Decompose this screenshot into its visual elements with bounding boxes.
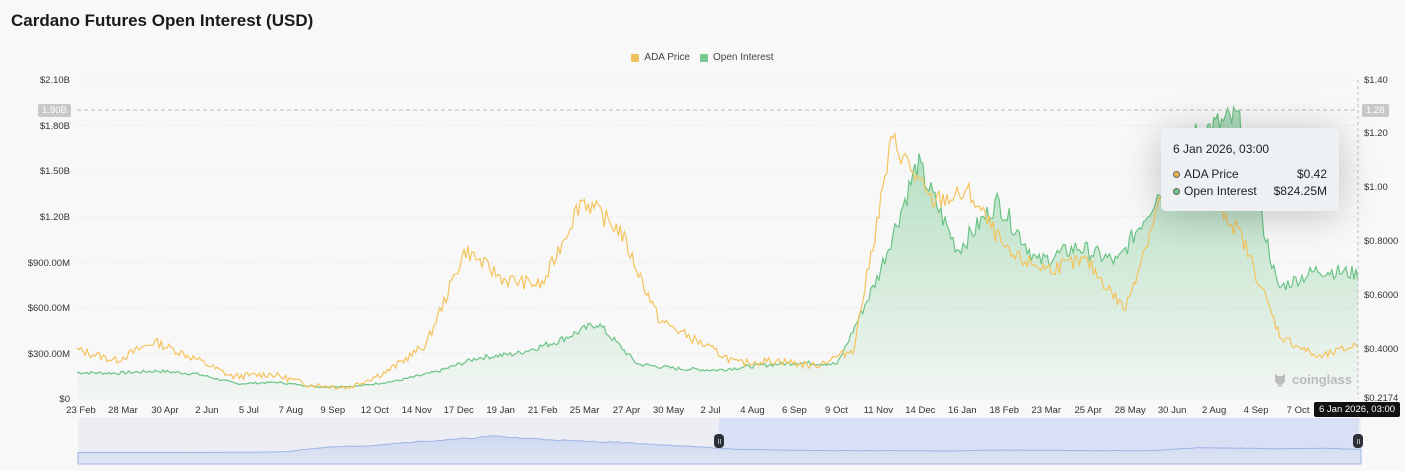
y-right-tick: $1.00 [1364, 182, 1388, 193]
legend: ADA Price Open Interest [0, 52, 1405, 63]
x-tick-label: 2 Jul [700, 405, 721, 416]
x-tick-label: 25 Mar [569, 405, 600, 416]
x-tick-label: 30 Apr [151, 405, 179, 416]
x-tick-label: 6 Sep [782, 405, 807, 416]
x-tick-label: 2 Jun [195, 405, 219, 416]
x-tick-label: 7 Oct [1286, 405, 1310, 416]
legend-item-ada-price[interactable]: ADA Price [631, 52, 690, 63]
y-left-tick: $0 [59, 394, 70, 405]
watermark-text: coinglass [1292, 371, 1352, 387]
tooltip-value: $824.25M [1273, 184, 1327, 198]
x-tick-label: 9 Oct [825, 405, 848, 416]
chart-title: Cardano Futures Open Interest (USD) [11, 11, 314, 30]
x-tick-label: 21 Feb [527, 405, 558, 416]
ada-price-dot-icon [1173, 170, 1180, 178]
tooltip-value: $0.42 [1296, 167, 1327, 181]
x-tick-label: 2 Aug [1201, 405, 1227, 416]
legend-item-open-interest[interactable]: Open Interest [699, 52, 774, 63]
y-right-tick: $0.8000 [1364, 236, 1399, 247]
y-left-tick: $1.50B [39, 166, 70, 177]
x-tick-label: 11 Nov [863, 405, 894, 416]
x-tick-label: 9 Sep [320, 405, 346, 416]
x-tick-label: 4 Aug [740, 405, 765, 416]
open-interest-line [76, 104, 1359, 389]
x-tick-label: 12 Oct [360, 405, 389, 416]
open-interest-swatch-icon [699, 53, 708, 62]
tooltip-row-ada-price: ADA Price $0.42 [1173, 167, 1327, 181]
y-right-tick: $0.2174 [1364, 393, 1399, 404]
open-interest-area [77, 107, 1358, 399]
tooltip-label: ADA Price [1184, 167, 1239, 181]
open-interest-dot-icon [1173, 187, 1180, 195]
ada-price-line [76, 131, 1359, 390]
legend-label-open-interest: Open Interest [712, 52, 774, 63]
y-left-tick: $1.20B [39, 212, 70, 223]
tooltip-date: 6 Jan 2026, 03:00 [1173, 142, 1270, 156]
x-tick-label: 18 Feb [989, 405, 1020, 416]
tooltip-row-open-interest: Open Interest $824.25M [1173, 184, 1327, 198]
y-left-tick: $2.10B [39, 75, 70, 86]
tooltip: 6 Jan 2026, 03:00 ADA Price $0.42 Open I… [1161, 128, 1339, 211]
y-right-tick: $1.40 [1364, 75, 1388, 86]
coinglass-logo-icon [1275, 374, 1285, 387]
coinglass-watermark: coinglass [1272, 371, 1352, 387]
x-tick-label: 30 May [652, 405, 685, 416]
x-tick-label: 17 Dec [443, 405, 474, 416]
x-tick-label: 16 Jan [948, 405, 977, 416]
x-tick-label: 4 Sep [1243, 405, 1269, 416]
x-tick-label: 28 May [1114, 405, 1146, 416]
x-tick-label: 23 Mar [1031, 405, 1062, 416]
y-right-tick: $1.20 [1364, 128, 1388, 139]
x-tick-label: 27 Apr [612, 405, 641, 416]
y-left-tick: $900.00M [27, 258, 70, 269]
x-tick-label: 7 Aug [278, 405, 303, 416]
crosshair-right-value: 1.28 [1362, 104, 1389, 117]
x-tick-label: 25 Apr [1074, 405, 1102, 416]
legend-label-ada-price: ADA Price [644, 52, 690, 63]
y-left-tick: $300.00M [27, 349, 70, 360]
x-tick-label: 14 Dec [905, 405, 936, 416]
tooltip-label: Open Interest [1184, 184, 1257, 198]
x-tick-label: 28 Mar [108, 405, 138, 416]
x-tick-label: 5 Jul [238, 405, 259, 416]
x-tick-label: 23 Feb [66, 405, 96, 416]
x-tick-label: 19 Jan [486, 405, 515, 416]
y-right-tick: $0.6000 [1364, 290, 1399, 301]
navigator-left-handle[interactable] [714, 434, 724, 448]
y-left-tick: $600.00M [27, 303, 70, 314]
x-tick-label: 14 Nov [401, 405, 432, 416]
y-right-tick: $0.4000 [1364, 344, 1399, 355]
x-tick-label: 30 Jun [1157, 405, 1187, 416]
navigator-right-handle[interactable] [1353, 434, 1363, 448]
crosshair-left-value: 1.90B [38, 104, 71, 117]
navigator-area [77, 435, 1362, 465]
ada-price-swatch-icon [631, 53, 640, 62]
crosshair-x-label: 6 Jan 2026, 03:00 [1314, 402, 1401, 417]
y-left-tick: $1.80B [39, 121, 70, 132]
